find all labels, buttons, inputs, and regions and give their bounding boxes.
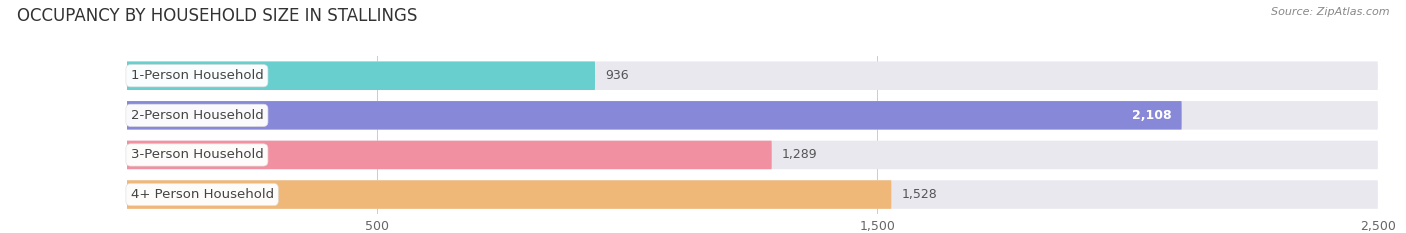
Text: 2,108: 2,108 [1132, 109, 1171, 122]
Text: OCCUPANCY BY HOUSEHOLD SIZE IN STALLINGS: OCCUPANCY BY HOUSEHOLD SIZE IN STALLINGS [17, 7, 418, 25]
Text: 4+ Person Household: 4+ Person Household [131, 188, 274, 201]
Text: 3-Person Household: 3-Person Household [131, 148, 263, 161]
FancyBboxPatch shape [127, 62, 1378, 90]
FancyBboxPatch shape [127, 180, 891, 209]
Text: 936: 936 [605, 69, 628, 82]
Text: 1,289: 1,289 [782, 148, 817, 161]
Text: 2-Person Household: 2-Person Household [131, 109, 263, 122]
FancyBboxPatch shape [127, 141, 772, 169]
FancyBboxPatch shape [127, 62, 595, 90]
FancyBboxPatch shape [127, 180, 1378, 209]
FancyBboxPatch shape [127, 101, 1181, 130]
Text: 1,528: 1,528 [901, 188, 938, 201]
FancyBboxPatch shape [127, 101, 1378, 130]
Text: Source: ZipAtlas.com: Source: ZipAtlas.com [1271, 7, 1389, 17]
Text: 1-Person Household: 1-Person Household [131, 69, 263, 82]
FancyBboxPatch shape [127, 141, 1378, 169]
